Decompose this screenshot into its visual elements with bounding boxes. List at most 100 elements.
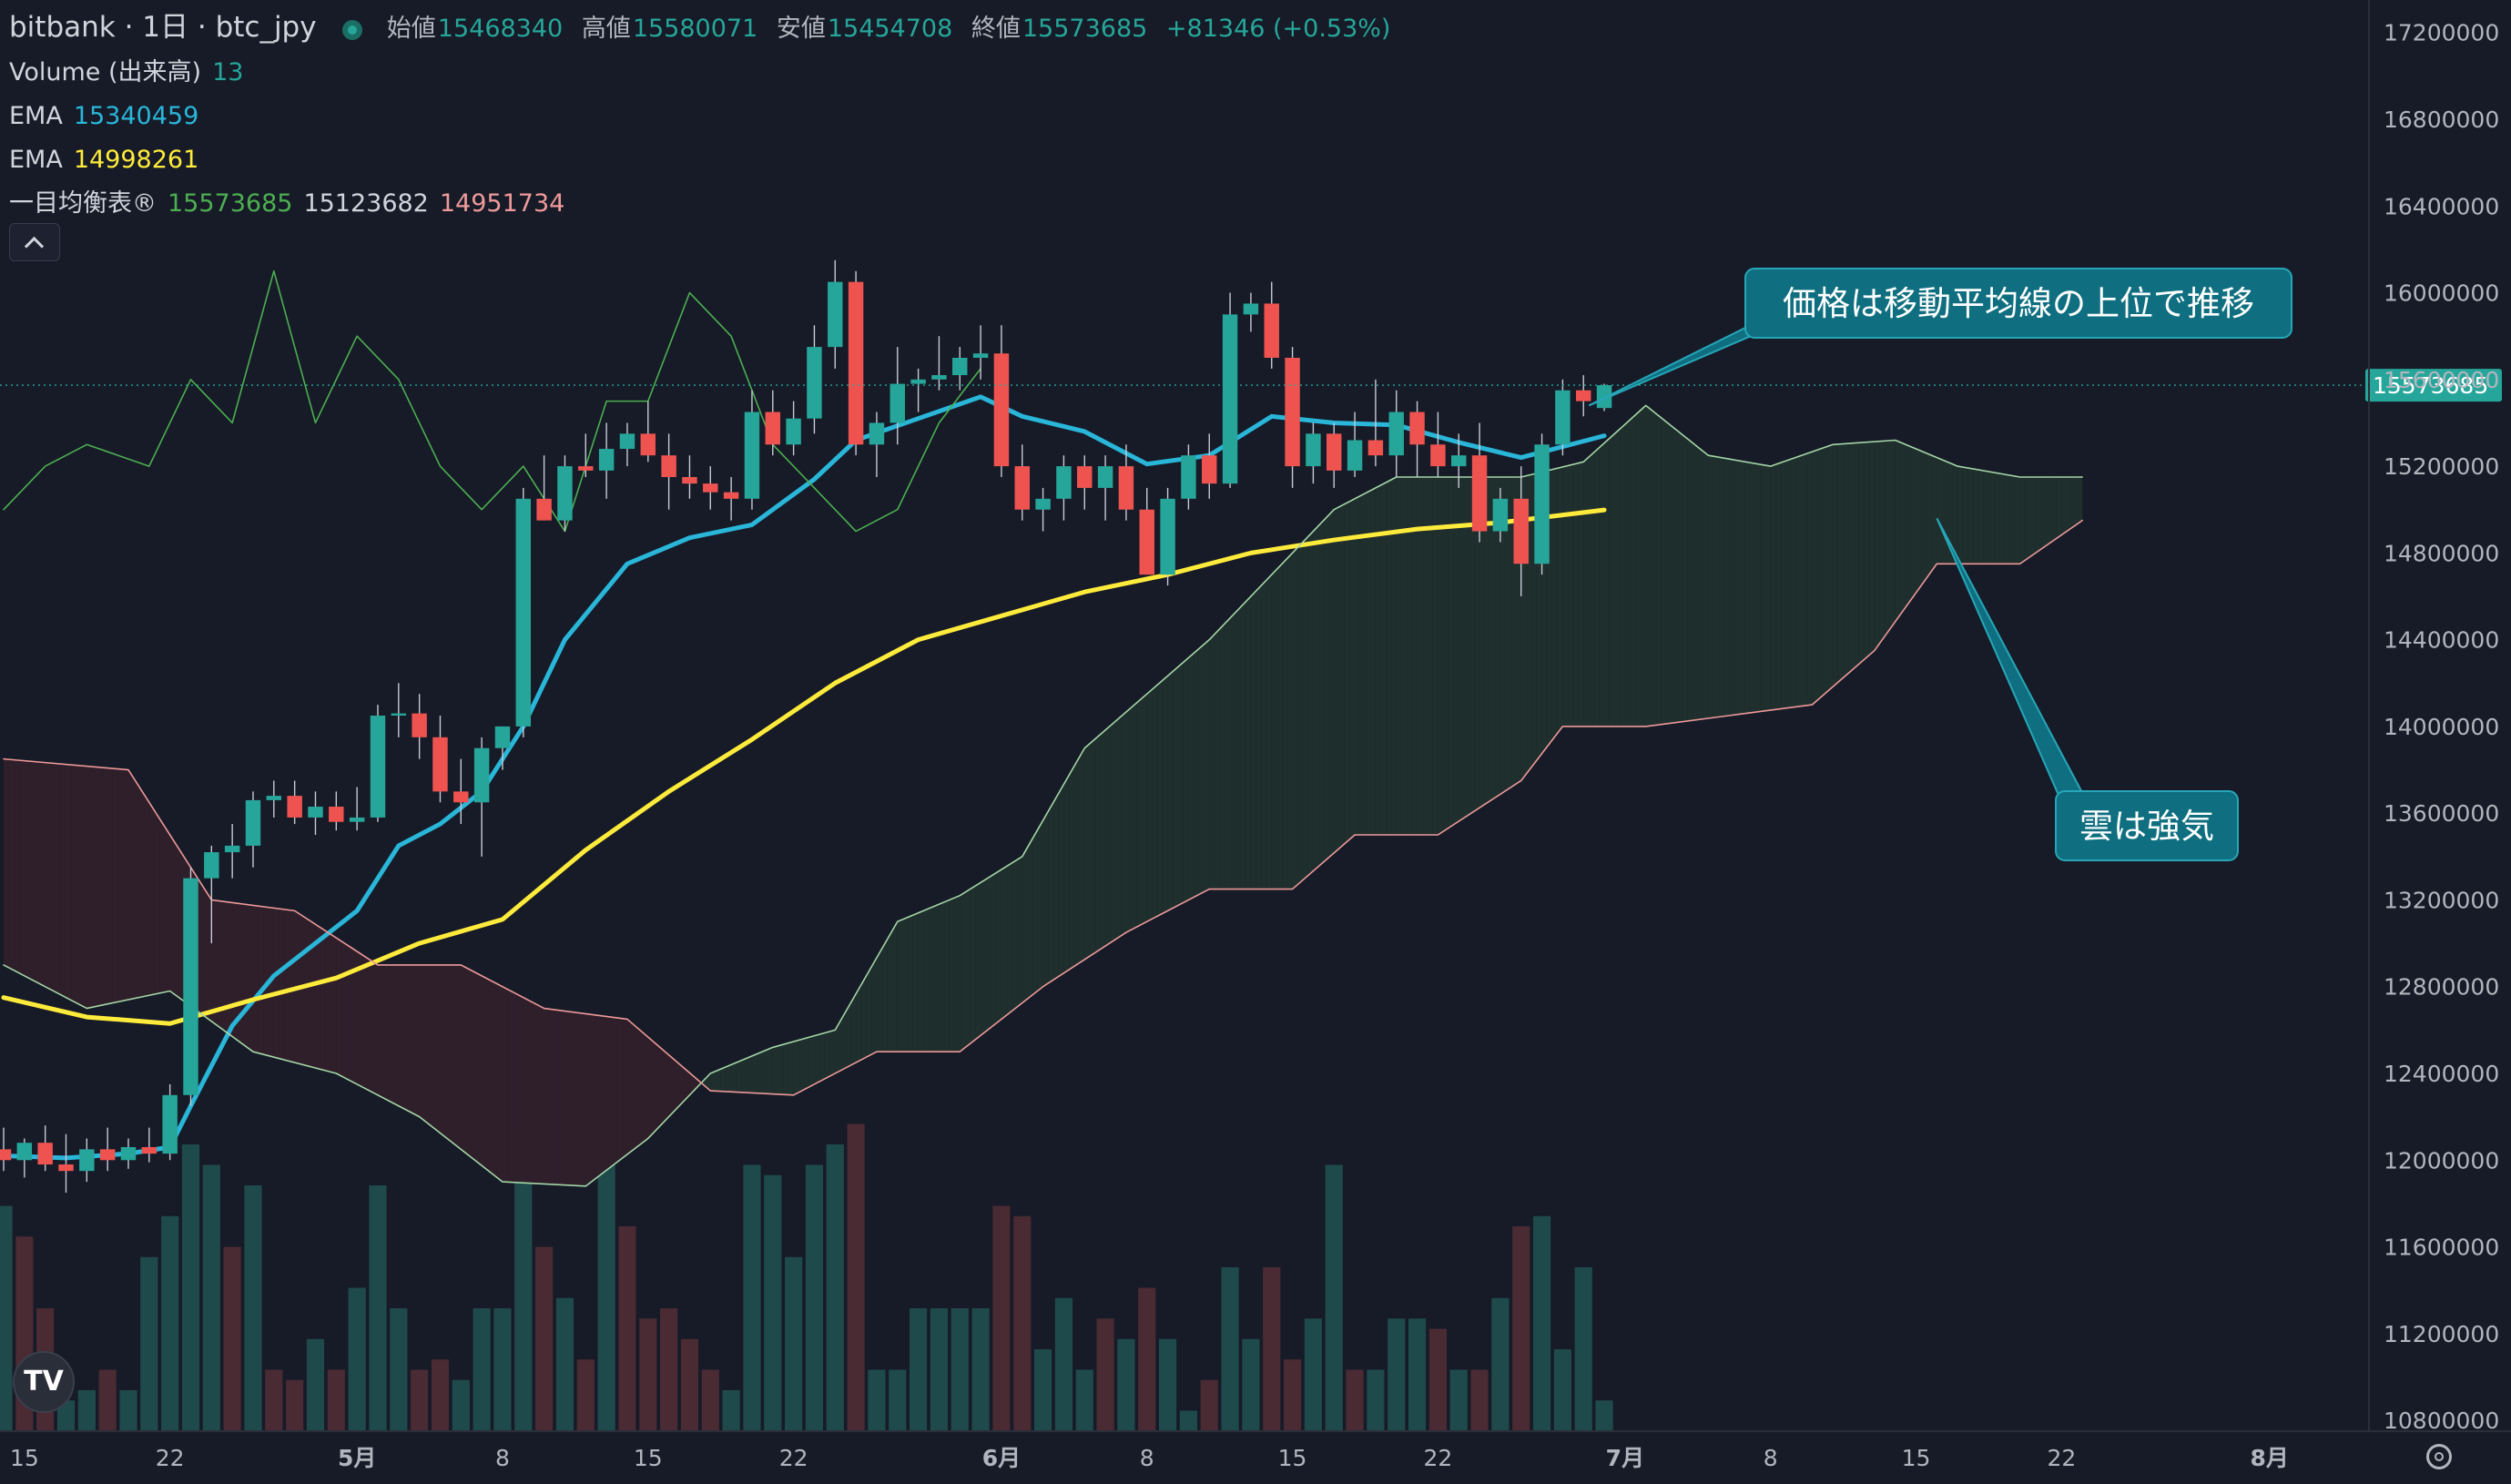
cloud-segment [1344, 501, 1350, 844]
cloud-segment [4, 758, 9, 968]
y-tick-label: 15200000 [2384, 453, 2499, 480]
y-tick-label: 15600000 [2384, 367, 2499, 393]
cloud-segment [1489, 477, 1496, 801]
volume-bar [868, 1369, 886, 1431]
cloud-segment [357, 951, 362, 1087]
volume-bar [1388, 1318, 1406, 1431]
candle-body [1056, 466, 1072, 499]
ema-slow-legend[interactable]: EMA 14998261 [9, 138, 1401, 182]
cloud-segment [1157, 680, 1163, 917]
cloud-segment [450, 964, 456, 1145]
candle-body [661, 455, 676, 477]
cloud-segment [372, 961, 378, 1095]
cloud-segment [127, 769, 134, 1001]
volume-bar [951, 1308, 969, 1431]
collapse-legend-button[interactable] [9, 223, 60, 261]
cloud-segment [549, 1009, 555, 1185]
cloud-segment [1916, 449, 1922, 594]
high-label: 高値 [581, 15, 631, 43]
tradingview-logo-icon[interactable]: TV [13, 1351, 75, 1413]
cloud-segment [528, 1000, 534, 1184]
cloud-segment [570, 1011, 575, 1186]
cloud-segment [1796, 455, 1802, 707]
candle-body [931, 375, 947, 380]
cloud-segment [1219, 623, 1225, 889]
x-tick-label: 8 [495, 1445, 510, 1471]
cloud-segment [1983, 471, 1989, 564]
cloud-segment [346, 944, 352, 1082]
cloud-segment [1349, 498, 1356, 839]
x-tick-label: 22 [779, 1445, 808, 1471]
cloud-segment [305, 917, 310, 1067]
cloud-segment [856, 984, 861, 1063]
volume-bar [743, 1164, 761, 1431]
cloud-segment [616, 1017, 623, 1163]
cloud-segment [1204, 639, 1210, 892]
cloud-segment [382, 964, 389, 1101]
cloud-segment [985, 876, 991, 1032]
cloud-segment [1770, 464, 1776, 711]
cloud-segment [325, 930, 331, 1072]
cloud-segment [1022, 847, 1028, 1003]
candle-body [1555, 390, 1571, 445]
cloud-segment [1188, 653, 1195, 900]
volume-bar [1013, 1215, 1032, 1431]
cloud-segment [1432, 477, 1438, 835]
cloud-segment [1474, 477, 1480, 811]
cloud-segment [300, 914, 306, 1066]
cloud-segment [133, 778, 139, 999]
cloud-segment [902, 917, 909, 1052]
cloud-segment [1988, 472, 1995, 564]
cloud-segment [112, 768, 118, 1003]
cloud-segment [1651, 409, 1657, 727]
candle-body [1513, 498, 1529, 564]
candle-body [869, 422, 885, 445]
candle-body [1118, 466, 1134, 510]
candle-body [848, 281, 864, 445]
cloud-segment [1136, 698, 1143, 928]
volume-bar [1428, 1328, 1447, 1431]
cloud-segment [97, 767, 103, 1007]
x-tick-label: 22 [2047, 1445, 2076, 1471]
ichimoku-legend[interactable]: 一目均衡表® 15573685 15123682 14951734 [9, 182, 1401, 226]
volume-bar [77, 1390, 96, 1431]
series-line [1, 394, 1607, 1161]
cloud-segment [92, 767, 97, 1008]
cloud-segment [929, 906, 934, 1052]
cloud-segment [1323, 514, 1329, 862]
cloud-segment [908, 915, 913, 1052]
cloud-segment [881, 940, 888, 1052]
cloud-segment [1463, 477, 1469, 818]
candle-body [786, 418, 801, 445]
cloud-segment [1848, 442, 1855, 674]
cloud-segment [1682, 434, 1688, 722]
y-tick-label: 12400000 [2384, 1061, 2499, 1087]
cloud-segment [284, 909, 290, 1062]
cloud-segment [1957, 466, 1963, 564]
ema-fast-legend[interactable]: EMA 15340459 [9, 95, 1401, 138]
x-tick-label: 15 [634, 1445, 663, 1471]
cloud-segment [445, 964, 451, 1142]
symbol-title[interactable]: bitbank · 1日 · btc_jpy [9, 11, 317, 44]
candle-body [287, 796, 302, 818]
cloud-segment [351, 948, 358, 1084]
candle-body [1576, 390, 1591, 401]
cloud-segment [1407, 477, 1412, 835]
volume-bar [244, 1185, 262, 1431]
cloud-segment [1131, 703, 1137, 930]
volume-bar [452, 1379, 470, 1431]
cloud-segment [1754, 463, 1761, 713]
cloud-segment [845, 1002, 851, 1069]
cloud-segment [668, 1054, 675, 1117]
volume-legend[interactable]: Volume (出来高) 13 [9, 51, 1401, 95]
volume-bar [98, 1369, 117, 1431]
cloud-segment [1292, 547, 1298, 889]
volume-bar [1470, 1369, 1489, 1431]
cloud-segment [793, 1040, 799, 1095]
cloud-segment [377, 964, 383, 1098]
cloud-segment [1370, 487, 1376, 835]
cloud-segment [2067, 477, 2072, 532]
cloud-segment [1833, 443, 1838, 687]
